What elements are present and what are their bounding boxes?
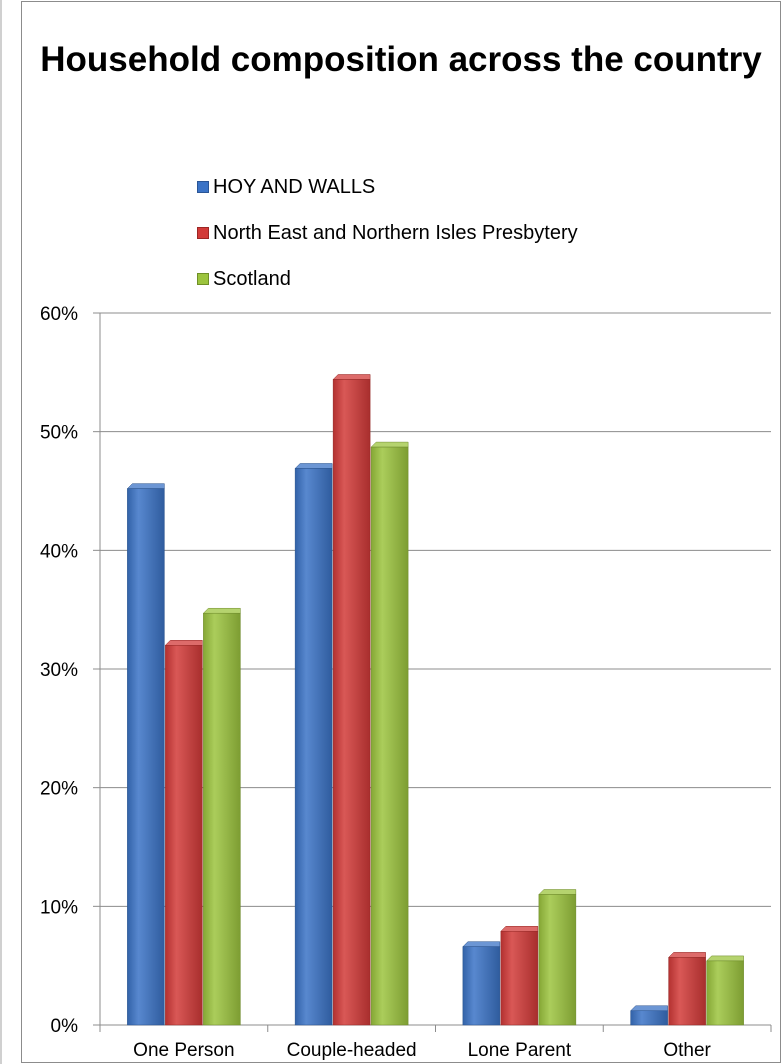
y-tick-label: 60% — [40, 304, 78, 325]
bar-top-face — [126, 483, 165, 489]
bar — [203, 612, 241, 1026]
y-tick-label: 0% — [51, 1016, 79, 1037]
bar-top-face — [706, 955, 744, 962]
bar — [500, 931, 539, 1026]
y-tick-label: 10% — [40, 897, 78, 918]
bar — [462, 946, 501, 1026]
x-tick-label: Lone Parent — [468, 1040, 572, 1061]
chart-title: Household composition across the country — [40, 40, 762, 79]
bar-top-face — [668, 952, 706, 958]
window-edge — [0, 0, 2, 1064]
y-tick-label: 20% — [40, 779, 78, 800]
legend-item-scotland: Scotland — [197, 256, 578, 302]
bar — [370, 446, 409, 1026]
legend-item-hoy-and-walls: HOY AND WALLS — [197, 164, 578, 210]
bar — [165, 645, 203, 1026]
y-tick-label: 30% — [40, 660, 78, 681]
bar-top-face — [370, 441, 409, 448]
bar-top-face — [164, 640, 203, 646]
bar-top-face — [332, 374, 371, 380]
legend-swatch-north-east-presbytery — [197, 227, 209, 239]
bar — [630, 1010, 668, 1026]
legend-swatch-hoy-and-walls — [197, 181, 209, 193]
bar-top-face — [462, 941, 501, 947]
bar — [538, 894, 577, 1026]
legend-label-north-east-presbytery: North East and Northern Isles Presbytery — [213, 221, 578, 244]
bar — [706, 960, 744, 1026]
x-tick-label: Other — [663, 1040, 711, 1061]
bar-top-face — [500, 926, 539, 932]
legend: HOY AND WALLS North East and Northern Is… — [197, 164, 578, 302]
bar-top-face — [294, 463, 333, 469]
y-tick-label: 50% — [40, 423, 78, 444]
bar-top-face — [630, 1005, 668, 1012]
bar — [294, 468, 333, 1026]
x-tick-label: Couple-headed — [287, 1040, 417, 1061]
bar — [668, 957, 706, 1026]
bar — [332, 379, 371, 1026]
x-tick-label: One Person — [133, 1040, 234, 1061]
bar — [127, 488, 165, 1026]
y-tick-label: 40% — [40, 541, 78, 562]
bar-top-face — [202, 607, 241, 614]
legend-swatch-scotland — [197, 273, 209, 285]
bar-top-face — [538, 889, 577, 895]
legend-label-hoy-and-walls: HOY AND WALLS — [213, 175, 376, 198]
legend-label-scotland: Scotland — [213, 267, 291, 290]
legend-item-north-east-presbytery: North East and Northern Isles Presbytery — [197, 210, 578, 256]
